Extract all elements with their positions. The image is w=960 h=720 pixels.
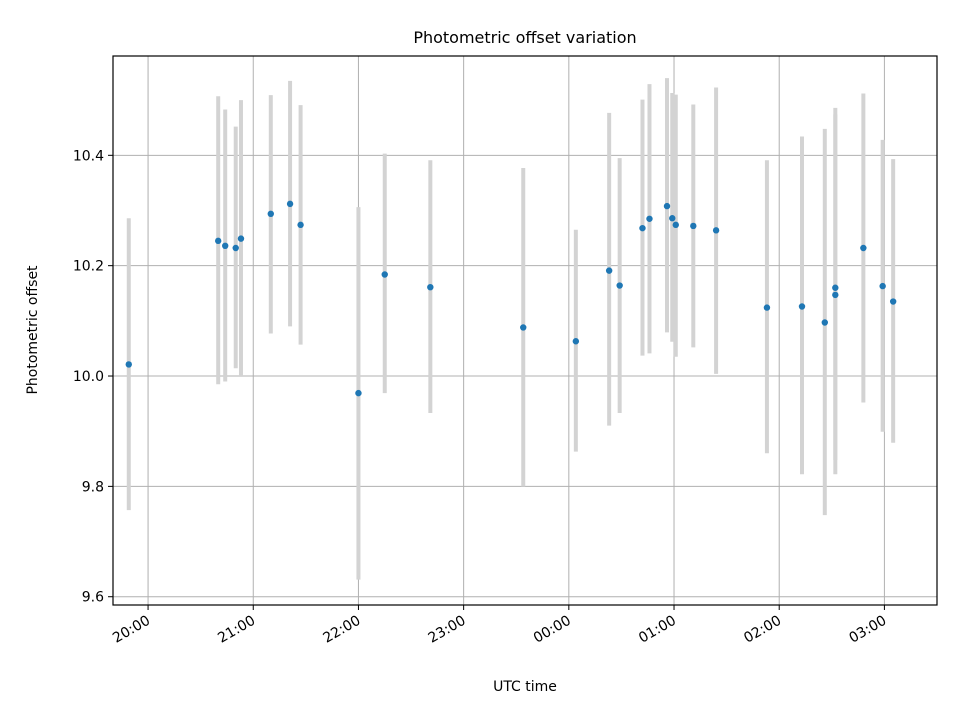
data-point [672, 221, 679, 229]
y-tick-label: 10.2 [73, 259, 104, 275]
data-point [669, 215, 676, 222]
data-point [381, 271, 388, 278]
plot-frame [112, 55, 938, 606]
data-point [690, 222, 697, 230]
data-point [222, 242, 229, 250]
data-point [646, 215, 653, 222]
data-point [832, 284, 839, 291]
x-axis-label: UTC time [493, 679, 557, 695]
data-point [286, 200, 294, 208]
data-point [763, 304, 771, 311]
data-point [712, 227, 720, 234]
data-point [427, 283, 434, 291]
data-point [663, 202, 671, 210]
data-point [879, 282, 886, 290]
data-point [821, 319, 828, 326]
data-point [832, 291, 839, 299]
data-point [125, 361, 132, 368]
data-point [798, 303, 806, 310]
data-point [214, 237, 222, 245]
y-tick-label: 10.0 [73, 369, 104, 385]
data-point [237, 235, 245, 242]
data-point [605, 267, 613, 274]
chart-title: Photometric offset variation [413, 28, 636, 47]
data-point [616, 282, 623, 289]
data-point [355, 389, 362, 397]
data-point [267, 210, 274, 218]
y-tick-label: 10.4 [73, 148, 104, 164]
y-axis-label: Photometric offset [25, 265, 41, 395]
data-point [297, 221, 304, 229]
data-point [572, 338, 580, 345]
data-point [232, 244, 239, 252]
data-point [889, 298, 897, 305]
data-point [860, 244, 867, 252]
y-tick-label: 9.6 [82, 590, 104, 606]
data-point [639, 224, 646, 232]
y-tick-label: 9.8 [82, 479, 104, 495]
data-point [520, 324, 527, 331]
data-points [125, 200, 897, 397]
